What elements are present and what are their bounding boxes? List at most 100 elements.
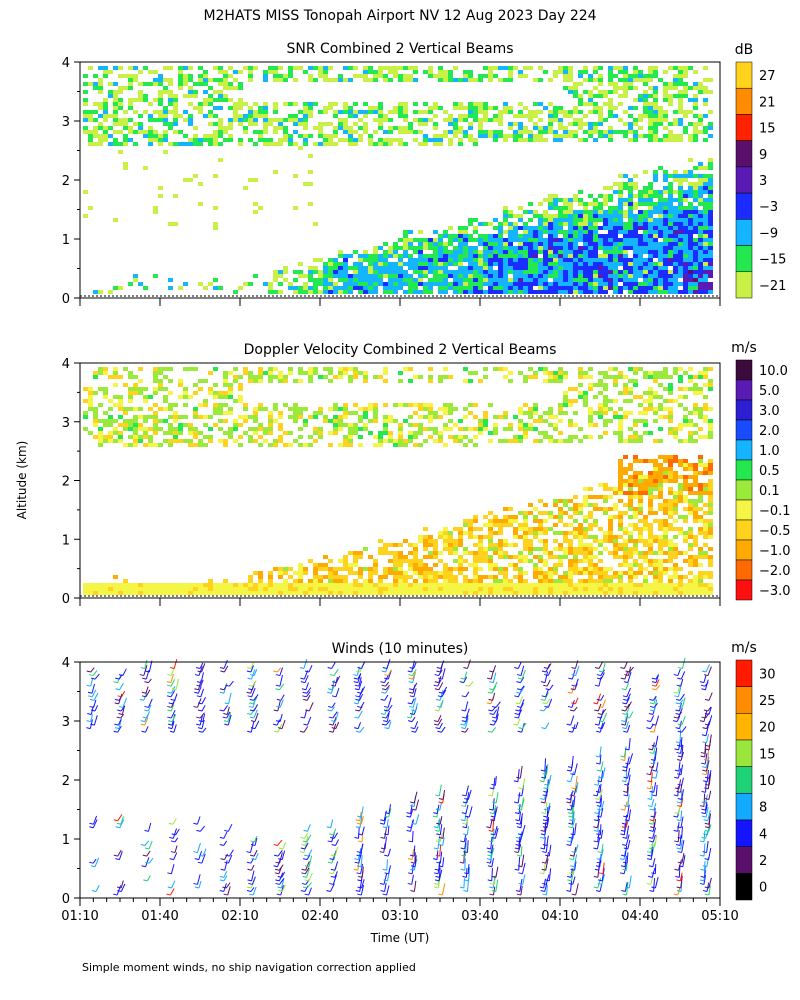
heat-cell <box>333 262 338 266</box>
heat-cell <box>323 415 328 419</box>
heat-cell <box>578 74 583 78</box>
heat-cell <box>608 90 613 94</box>
heat-cell <box>483 547 488 551</box>
heat-cell <box>263 439 268 443</box>
heat-cell <box>643 202 648 206</box>
heat-cell <box>263 130 268 134</box>
heat-cell <box>703 130 708 134</box>
heat-cell <box>668 246 673 250</box>
heat-cell <box>488 78 493 82</box>
heat-cell <box>453 567 458 571</box>
heat-cell <box>353 587 358 591</box>
heat-cell <box>433 274 438 278</box>
heat-cell <box>448 583 453 587</box>
heat-cell <box>108 134 113 138</box>
heat-cell <box>173 102 178 106</box>
heat-cell <box>578 270 583 274</box>
heat-cell <box>698 242 703 246</box>
heat-cell <box>608 98 613 102</box>
heat-cell <box>558 519 563 523</box>
heat-cell <box>633 74 638 78</box>
heat-cell <box>133 587 138 591</box>
heat-cell <box>598 587 603 591</box>
heat-cell <box>653 90 658 94</box>
heat-cell <box>228 407 233 411</box>
heat-cell <box>613 411 618 415</box>
heat-cell <box>453 290 458 294</box>
heat-cell <box>693 186 698 190</box>
heat-cell <box>393 419 398 423</box>
heat-cell <box>398 102 403 106</box>
heat-cell <box>478 423 483 427</box>
heat-cell <box>243 186 248 190</box>
heat-cell <box>363 66 368 70</box>
heat-cell <box>168 439 173 443</box>
heat-cell <box>578 246 583 250</box>
heat-cell <box>658 250 663 254</box>
heat-cell <box>398 278 403 282</box>
heat-cell <box>373 415 378 419</box>
heat-cell <box>478 278 483 282</box>
heat-cell <box>623 74 628 78</box>
heat-cell <box>658 575 663 579</box>
heat-cell <box>578 198 583 202</box>
heat-cell <box>168 407 173 411</box>
heat-cell <box>528 238 533 242</box>
heat-cell <box>678 491 683 495</box>
heat-cell <box>628 579 633 583</box>
heat-cell <box>678 531 683 535</box>
heat-cell <box>363 427 368 431</box>
heat-cell <box>578 507 583 511</box>
heat-cell <box>408 559 413 563</box>
heat-cell <box>653 74 658 78</box>
heat-cell <box>473 583 478 587</box>
heat-cell <box>538 439 543 443</box>
heat-cell <box>663 222 668 226</box>
heat-cell <box>688 134 693 138</box>
heat-cell <box>198 202 203 206</box>
heat-cell <box>568 266 573 270</box>
heat-cell <box>378 579 383 583</box>
heat-cell <box>448 242 453 246</box>
heat-cell <box>683 90 688 94</box>
heat-cell <box>568 258 573 262</box>
heat-cell <box>433 258 438 262</box>
heat-cell <box>138 70 143 74</box>
heat-cell <box>403 555 408 559</box>
heat-cell <box>453 587 458 591</box>
heat-cell <box>218 407 223 411</box>
heat-cell <box>333 579 338 583</box>
heat-cell <box>623 559 628 563</box>
heat-cell <box>513 230 518 234</box>
heat-cell <box>103 387 108 391</box>
heat-cell <box>558 431 563 435</box>
heat-cell <box>173 591 178 595</box>
heat-cell <box>298 583 303 587</box>
heat-cell <box>83 415 88 419</box>
heat-cell <box>113 106 118 110</box>
heat-cell <box>433 254 438 258</box>
heat-cell <box>663 86 668 90</box>
heat-cell <box>628 226 633 230</box>
heat-cell <box>668 290 673 294</box>
heat-cell <box>548 130 553 134</box>
heat-cell <box>473 519 478 523</box>
heat-cell <box>498 118 503 122</box>
heat-cell <box>693 126 698 130</box>
heat-cell <box>263 70 268 74</box>
heat-cell <box>538 519 543 523</box>
heat-cell <box>663 455 668 459</box>
heat-cell <box>493 114 498 118</box>
heat-cell <box>478 74 483 78</box>
heat-cell <box>583 102 588 106</box>
heat-cell <box>93 74 98 78</box>
heat-cell <box>208 102 213 106</box>
heat-cell <box>143 399 148 403</box>
heat-cell <box>633 206 638 210</box>
heat-cell <box>528 367 533 371</box>
heat-cell <box>233 102 238 106</box>
heat-cell <box>383 142 388 146</box>
heat-cell <box>363 254 368 258</box>
heat-cell <box>478 262 483 266</box>
heat-cell <box>378 114 383 118</box>
